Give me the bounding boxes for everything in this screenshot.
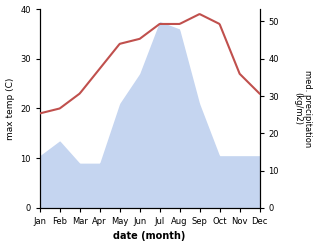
Y-axis label: max temp (C): max temp (C) xyxy=(5,77,15,140)
Y-axis label: med. precipitation
(kg/m2): med. precipitation (kg/m2) xyxy=(293,70,313,147)
X-axis label: date (month): date (month) xyxy=(114,231,186,242)
